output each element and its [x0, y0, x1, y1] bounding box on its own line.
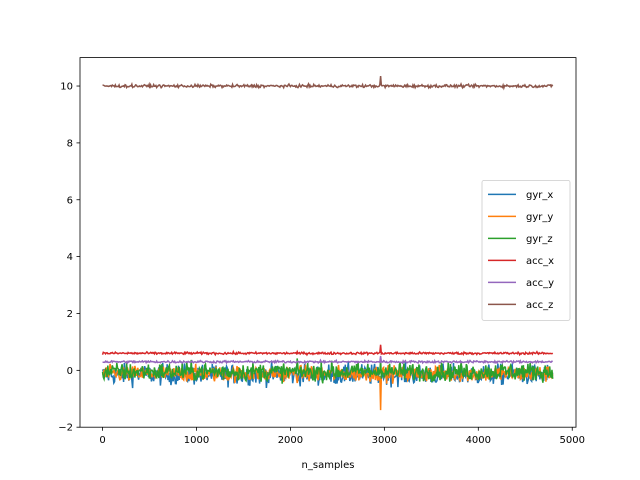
x-tick-label: 1000	[184, 435, 209, 446]
x-axis: 0 1000 2000 3000 4000 5000	[99, 427, 585, 446]
series-line-acc_z	[102, 76, 554, 91]
legend-label-gyr_y: gyr_y	[526, 212, 553, 223]
y-tick-label: 0	[67, 366, 73, 377]
x-tick-label: 4000	[466, 435, 491, 446]
y-tick-label: 4	[67, 252, 73, 263]
series-layer	[101, 76, 554, 411]
series-line-acc_y	[102, 356, 554, 365]
series-line-gyr_z	[101, 358, 554, 384]
x-axis-label: n_samples	[302, 460, 355, 471]
series-line-acc_x	[101, 344, 554, 357]
legend: gyr_x gyr_y gyr_z acc_x acc_y acc_z	[481, 179, 571, 321]
y-tick-label: 6	[67, 195, 73, 206]
y-tick-label: 8	[67, 138, 73, 149]
y-axis: −2 0 2 4 6 8 10	[58, 82, 80, 434]
legend-label-gyr_x: gyr_x	[526, 190, 553, 201]
legend-label-acc_y: acc_y	[526, 278, 554, 289]
legend-label-acc_z: acc_z	[526, 300, 553, 311]
legend-box	[481, 179, 571, 321]
plot-frame	[79, 57, 577, 428]
legend-label-acc_x: acc_x	[526, 256, 554, 267]
legend-label-gyr_z: gyr_z	[526, 234, 553, 245]
x-tick-label: 5000	[560, 435, 585, 446]
y-tick-label: −2	[58, 423, 73, 434]
x-tick-label: 0	[99, 435, 105, 446]
y-tick-label: 2	[67, 309, 73, 320]
x-tick-label: 2000	[278, 435, 303, 446]
y-tick-label: 10	[60, 82, 73, 93]
x-tick-label: 3000	[372, 435, 397, 446]
